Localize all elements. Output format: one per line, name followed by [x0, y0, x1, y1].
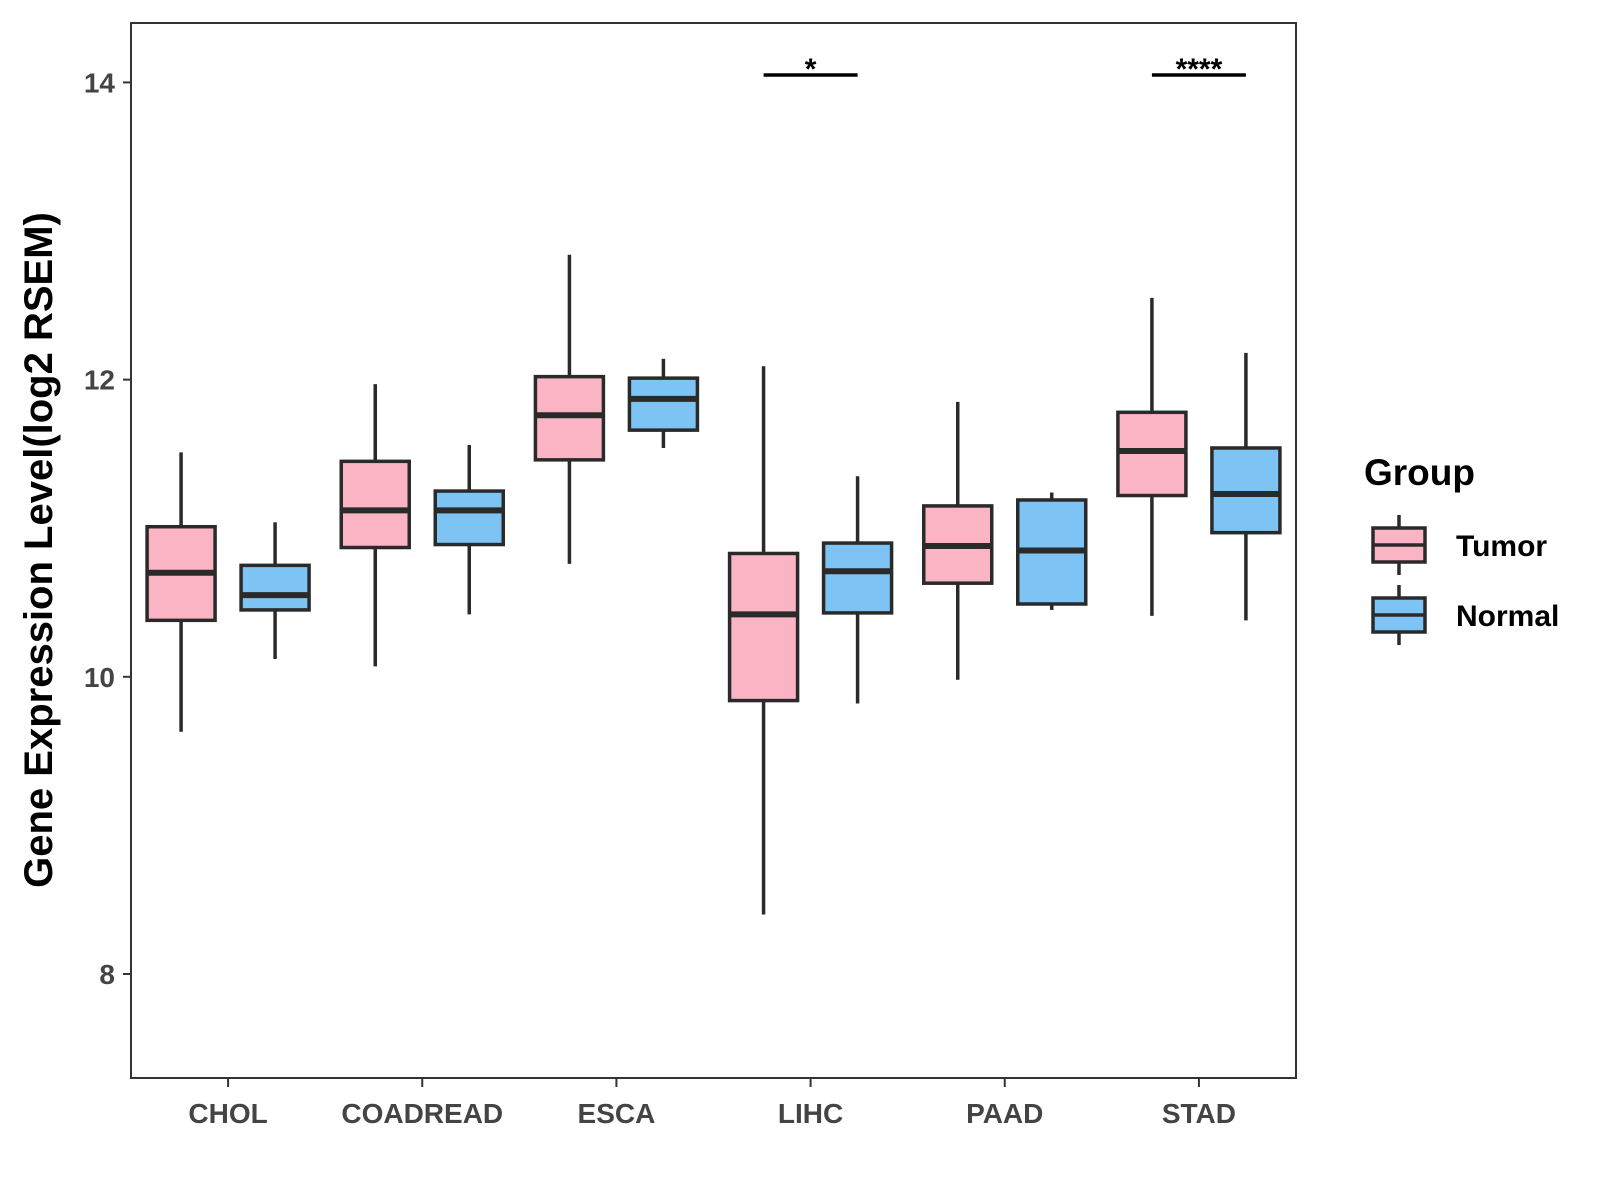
- box-tumor-lihc: [727, 366, 800, 915]
- box-normal-lihc: [821, 476, 894, 704]
- x-axis: CHOL COADREAD ESCA LIHC PAAD STAD: [188, 1078, 1236, 1129]
- x-tick-label: STAD: [1162, 1098, 1236, 1129]
- legend-title: Group: [1364, 452, 1475, 493]
- significance-label: ****: [1176, 53, 1223, 86]
- box-tumor-chol: [145, 452, 217, 732]
- box-tumor-stad: [1116, 297, 1188, 616]
- x-tick-label: PAAD: [966, 1098, 1043, 1129]
- x-tick-label: ESCA: [578, 1098, 656, 1129]
- y-tick-label: 12: [84, 365, 115, 396]
- legend-label: Normal: [1456, 600, 1559, 633]
- y-tick-label: 8: [99, 959, 115, 990]
- plot-panel: [130, 22, 1297, 1079]
- box-iqr: [727, 551, 800, 703]
- box-tumor-paad: [922, 401, 994, 680]
- legend: Group Tumor Normal: [1364, 452, 1559, 645]
- legend-entries: Tumor Normal: [1371, 515, 1559, 645]
- box-normal-coadread: [433, 445, 505, 615]
- y-tick-label: 10: [84, 662, 115, 693]
- x-tick-label: LIHC: [778, 1098, 843, 1129]
- legend-entry-tumor: Tumor: [1371, 515, 1547, 575]
- box-tumor-coadread: [339, 384, 411, 667]
- box-normal-stad: [1210, 352, 1282, 621]
- box-iqr: [239, 563, 311, 612]
- legend-label: Tumor: [1456, 530, 1547, 563]
- x-tick-label: COADREAD: [341, 1098, 503, 1129]
- box-iqr: [821, 541, 894, 615]
- box-iqr: [1210, 446, 1282, 535]
- y-tick-label: 14: [84, 67, 116, 98]
- box-iqr: [339, 459, 411, 550]
- box-normal-paad: [1016, 492, 1088, 610]
- boxes-layer: [145, 254, 1282, 915]
- box-normal-esca: [627, 358, 700, 448]
- box-normal-chol: [239, 522, 311, 659]
- significance-layer: * ****: [763, 53, 1246, 86]
- box-tumor-esca: [533, 254, 606, 564]
- y-axis: 8 10 12 14: [84, 67, 131, 990]
- box-iqr: [627, 376, 700, 432]
- y-axis-label: Gene Expression Level(log2 RSEM): [17, 212, 61, 888]
- legend-entry-normal: Normal: [1371, 585, 1559, 645]
- x-tick-label: CHOL: [188, 1098, 267, 1129]
- significance-label: *: [805, 53, 817, 86]
- box-iqr: [433, 489, 505, 547]
